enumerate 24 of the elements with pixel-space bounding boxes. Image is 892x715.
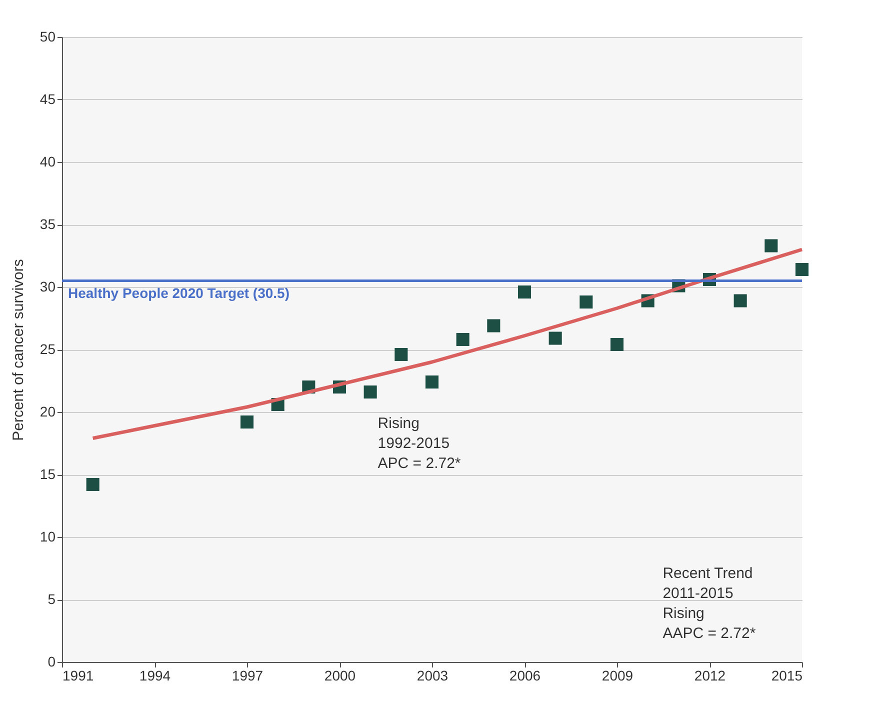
ref-line-label: Healthy People 2020 Target (30.5) (68, 284, 290, 301)
y-tick-label: 0 (48, 654, 56, 670)
y-tick-label: 25 (40, 341, 56, 357)
x-tick-label: 2015 (771, 668, 803, 684)
y-tick-label: 50 (40, 28, 56, 44)
y-tick-label: 5 (48, 591, 56, 607)
x-tick-label: 1991 (62, 668, 94, 684)
annotation: Rising 1992-2015 APC = 2.72* (378, 415, 461, 472)
y-tick-label: 10 (40, 528, 56, 544)
y-tick-label: 30 (40, 278, 56, 294)
y-tick-label: 20 (40, 404, 56, 420)
x-tick-label: 2006 (509, 668, 541, 684)
x-tick-label: 1994 (139, 668, 171, 684)
x-tick-label: 2009 (602, 668, 634, 684)
x-tick-label: 1997 (232, 668, 264, 684)
y-tick-label: 35 (40, 216, 56, 232)
annotation: Recent Trend 2011-2015 Rising AAPC = 2.72* (662, 565, 756, 642)
x-tick-label: 2000 (324, 668, 356, 684)
y-tick-label: 15 (40, 466, 56, 482)
x-tick-label: 2012 (694, 668, 726, 684)
y-tick-label: 40 (40, 154, 56, 170)
x-tick-label: 2003 (416, 668, 448, 684)
y-tick-label: 45 (40, 91, 56, 107)
y-axis-title: Percent of cancer survivors (10, 259, 27, 441)
